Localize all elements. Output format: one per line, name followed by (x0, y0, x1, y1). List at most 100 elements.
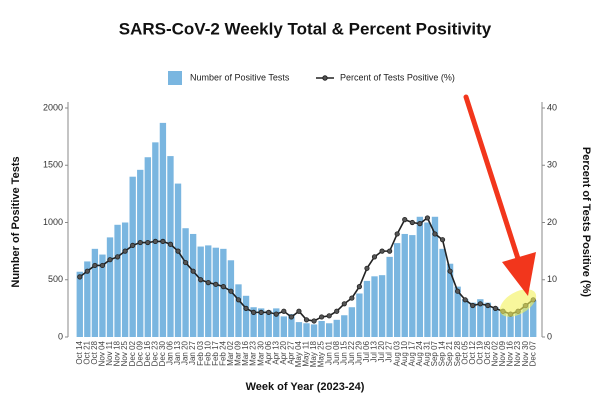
x-tick-label: Aug 17 (407, 340, 416, 366)
bar (341, 315, 348, 337)
line-point (485, 302, 491, 309)
line-point (213, 281, 219, 287)
x-tick-label: Nov 04 (98, 340, 107, 366)
line-point (319, 314, 325, 320)
line-point (288, 314, 294, 320)
bar (310, 324, 318, 337)
bar (492, 307, 499, 337)
x-axis-title: Week of Year (2023-24) (246, 381, 365, 393)
x-tick-label: Oct 05 (460, 340, 469, 364)
x-tick-label: Aug 10 (400, 340, 409, 366)
x-tick-label: Jun 08 (332, 340, 341, 365)
x-tick-label: Aug 24 (415, 340, 424, 366)
line-point (341, 301, 347, 307)
bar (288, 314, 295, 337)
x-tick-label: Mar 09 (234, 340, 243, 365)
line-point (439, 237, 446, 243)
x-tick-label: Nov 18 (113, 340, 122, 366)
legend-swatch (168, 71, 182, 85)
x-tick-label: Jul 20 (377, 340, 386, 362)
y-tick-label: 1000 (43, 217, 63, 227)
bar (295, 322, 303, 337)
bar (439, 248, 446, 337)
line-point (182, 259, 189, 266)
x-tick-label: Dec 07 (528, 340, 537, 366)
x-tick-label: Nov 09 (498, 340, 507, 366)
line-point (326, 313, 332, 319)
line-point (220, 284, 226, 290)
x-tick-label: Apr 06 (264, 340, 273, 364)
x-tick-label: Sep 28 (453, 340, 462, 366)
line-point (175, 248, 181, 254)
bar (348, 307, 356, 337)
bar (325, 323, 333, 337)
y2-axis-title: Percent of Tests Positive (%) (580, 147, 592, 298)
bar (454, 286, 461, 337)
x-tick-label: Apr 27 (286, 340, 295, 364)
x-tick-label: Mar 30 (256, 340, 265, 365)
line-point (266, 309, 272, 315)
bar (530, 300, 537, 337)
bar (84, 261, 91, 337)
line-point (492, 305, 499, 311)
line-point (349, 295, 355, 301)
line-point (273, 311, 279, 317)
line-point (334, 308, 340, 314)
bar (137, 169, 144, 337)
x-tick-label: Jan 06 (166, 340, 175, 365)
bar (159, 122, 167, 337)
line-point (235, 297, 242, 303)
line-point (114, 254, 121, 260)
x-tick-label: Dec 09 (135, 340, 144, 366)
line-point (371, 254, 378, 260)
bar (106, 237, 114, 337)
line-point (167, 241, 174, 247)
line-point (190, 268, 196, 274)
bar (76, 271, 83, 337)
x-tick-label: Nov 16 (506, 340, 515, 366)
x-tick-label: May 11 (302, 340, 311, 366)
y-tick-label: 1500 (43, 160, 63, 170)
legend-label: Number of Positive Tests (190, 72, 290, 82)
x-tick-label: Aug 03 (392, 340, 401, 366)
line-point (281, 308, 287, 314)
bar (424, 222, 431, 337)
line-point (243, 305, 249, 311)
x-tick-label: May 25 (317, 340, 326, 367)
x-tick-label: Jan 27 (188, 340, 197, 365)
bar (499, 310, 507, 337)
x-tick-label: Aug 31 (423, 340, 432, 366)
x-tick-label: Oct 28 (90, 340, 99, 364)
line-point (77, 274, 83, 280)
line-point (311, 318, 317, 324)
legend-label: Percent of Tests Positive (%) (340, 72, 455, 82)
line-point (205, 280, 211, 286)
x-tick-label: Oct 21 (82, 340, 91, 364)
y2-tick-label: 30 (547, 160, 557, 170)
bar (235, 284, 242, 337)
line-point (387, 248, 393, 254)
bar (114, 224, 121, 337)
line-point (402, 217, 408, 223)
bar (333, 319, 340, 337)
y2-tick-label: 40 (547, 102, 557, 112)
line-point (258, 309, 264, 315)
line-point (107, 257, 113, 263)
x-tick-label: Jun 15 (339, 340, 348, 365)
x-tick-label: Oct 14 (75, 340, 84, 364)
bar (507, 314, 514, 337)
bar (363, 280, 371, 337)
x-tick-label: Mar 23 (249, 340, 258, 365)
x-tick-label: Apr 20 (279, 340, 288, 364)
x-tick-label: Nov 23 (513, 340, 522, 366)
x-tick-label: Feb 10 (203, 340, 212, 365)
bar (477, 299, 484, 337)
line-point (250, 309, 257, 315)
bar (242, 295, 250, 337)
arrow-head (502, 252, 536, 296)
x-tick-label: Jul 13 (370, 340, 379, 362)
bar (257, 308, 265, 337)
x-tick-label: May 18 (309, 340, 318, 367)
